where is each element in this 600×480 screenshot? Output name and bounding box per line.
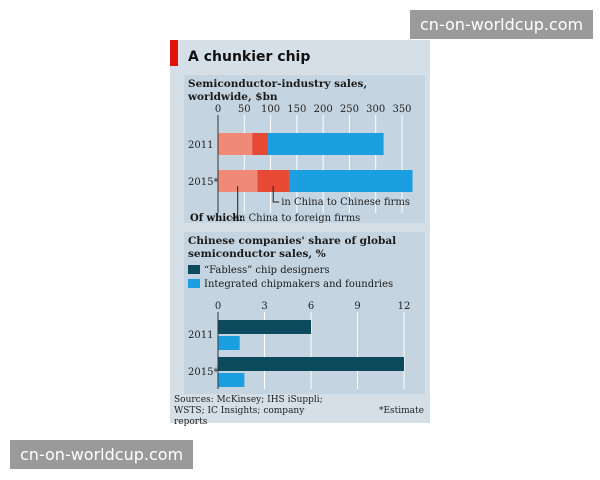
legend-label-integrated: Integrated chipmakers and foundries — [204, 279, 394, 290]
bar-0-0 — [218, 133, 253, 155]
sources-note: Sources: McKinsey; IHS iSuppli; WSTS; IC… — [174, 395, 323, 427]
chart-card: A chunkier chip Semiconductor-industry s… — [170, 40, 430, 427]
red-tab-marker — [170, 40, 178, 66]
x-tick-label-3: 9 — [354, 301, 360, 312]
watermark-bottom: cn-on-worldcup.com — [10, 440, 194, 469]
leader-chinese — [272, 186, 280, 203]
legend-swatch-integrated — [188, 279, 200, 288]
bar-0-1 — [252, 133, 268, 155]
category-label-1: 2015* — [188, 177, 218, 188]
x-tick-label-1: 50 — [238, 104, 251, 115]
legend-swatch-fabless — [188, 265, 200, 274]
annotation-foreign: in China to foreign firms — [236, 213, 361, 223]
bar-1-2 — [288, 170, 413, 192]
legend-item-integrated: Integrated chipmakers and foundries — [188, 279, 393, 290]
annotation-of-which: Of which: — [190, 213, 243, 223]
leader-foreign — [231, 186, 239, 219]
legend-label-fabless: “Fabless” chip designers — [204, 265, 330, 276]
sales-chart-title: Semiconductor-industry sales, worldwide,… — [188, 78, 368, 103]
x-tick-label-0: 0 — [215, 301, 221, 312]
bar-1-0 — [218, 357, 404, 371]
x-tick-label-6: 300 — [366, 104, 385, 115]
bar-1-0 — [218, 170, 258, 192]
category-label-0: 2011 — [188, 140, 213, 151]
share-chart-title: Chinese companies' share of global semic… — [188, 235, 397, 260]
chart-title: A chunkier chip — [188, 49, 311, 65]
share-panel: Chinese companies' share of global semic… — [184, 232, 425, 394]
x-tick-label-5: 250 — [340, 104, 359, 115]
category-label-1: 2015* — [188, 367, 218, 378]
estimate-note: *Estimate — [378, 406, 424, 416]
category-label-0: 2011 — [188, 330, 213, 341]
x-tick-label-4: 12 — [398, 301, 411, 312]
sales-panel: Semiconductor-industry sales, worldwide,… — [184, 75, 425, 223]
x-tick-label-7: 350 — [392, 104, 411, 115]
bar-1-1 — [257, 170, 289, 192]
x-tick-label-2: 100 — [261, 104, 280, 115]
bar-0-1 — [218, 336, 240, 350]
bar-0-0 — [218, 320, 311, 334]
bar-0-2 — [267, 133, 384, 155]
x-tick-label-4: 200 — [314, 104, 333, 115]
x-tick-label-0: 0 — [215, 104, 221, 115]
sales-chart-svg: 0 50 100 150 200 250 300 350 2011 2015* in China t… — [188, 104, 413, 223]
x-tick-label-1: 3 — [261, 301, 267, 312]
bar-1-1 — [218, 373, 245, 387]
x-tick-label-3: 150 — [287, 104, 306, 115]
legend-item-fabless: “Fabless” chip designers — [188, 265, 330, 276]
x-tick-label-2: 6 — [308, 301, 314, 312]
annotation-chinese: in China to Chinese firms — [281, 197, 410, 208]
watermark-top: cn-on-worldcup.com — [410, 10, 594, 39]
share-chart-svg: 0 3 6 9 12 2011 2015* — [188, 301, 411, 389]
